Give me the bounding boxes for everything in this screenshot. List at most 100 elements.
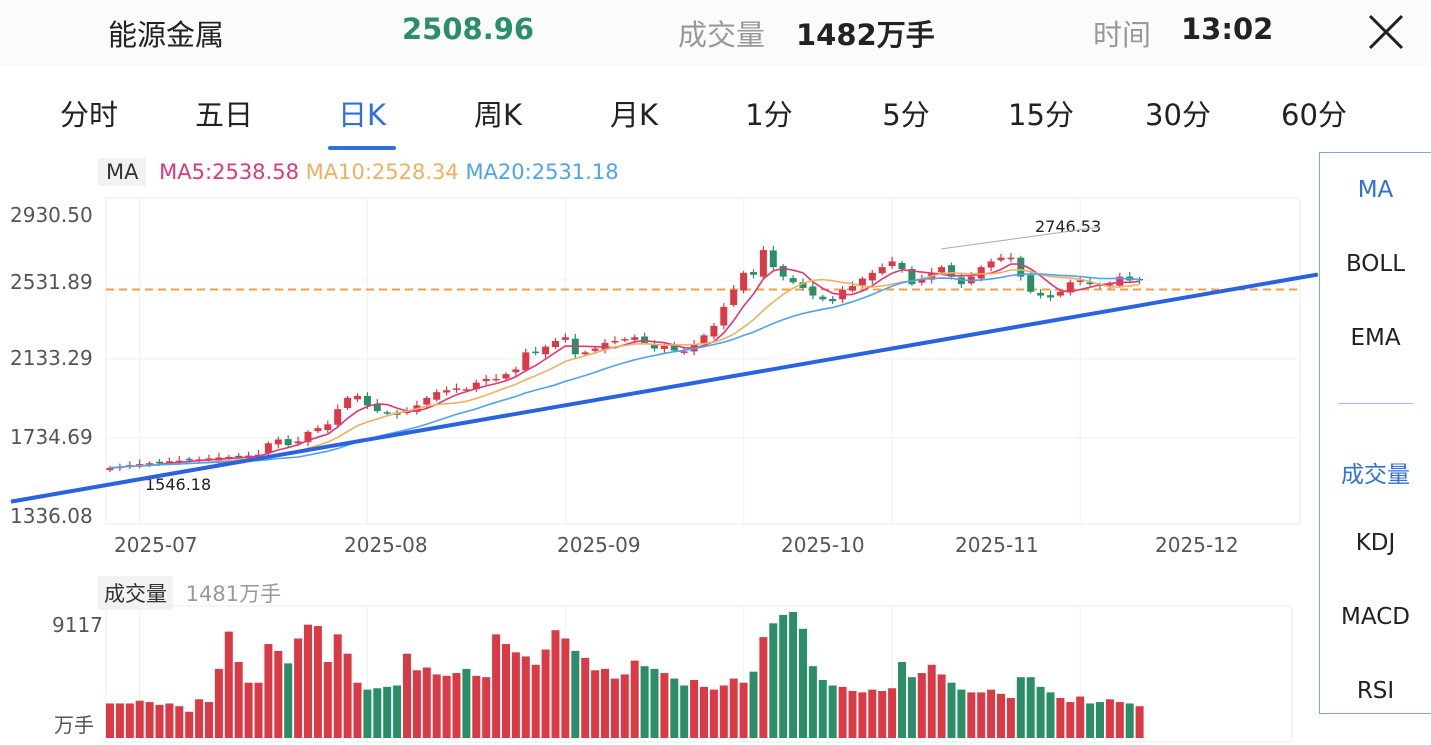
- volume-bar: [848, 691, 857, 738]
- tab-daily-k[interactable]: 日K: [337, 98, 387, 132]
- volume-bar: [729, 678, 738, 738]
- tab-monthly-k[interactable]: 月K: [609, 98, 659, 132]
- volume-bar: [670, 678, 679, 738]
- index-name: 能源金属: [108, 18, 225, 52]
- candle-body: [522, 352, 530, 371]
- tab-30min[interactable]: 30分: [1145, 98, 1211, 132]
- volume-bar: [739, 682, 748, 738]
- candle-body: [750, 272, 757, 275]
- volume-bar: [660, 673, 669, 738]
- volume-bar: [818, 679, 827, 738]
- volume-bar: [254, 682, 263, 738]
- indicator-ma[interactable]: MA: [1357, 177, 1394, 203]
- volume-bar: [323, 661, 332, 738]
- tab-1min[interactable]: 1分: [745, 98, 793, 132]
- volume-bar: [304, 624, 312, 738]
- date-axis-tick: 2025-07: [114, 533, 198, 557]
- ma-legend: MA MA5:2538.58 MA10:2528.34 MA20:2531.18: [98, 158, 619, 188]
- candle-body: [997, 257, 1005, 261]
- ma10-value: MA10:2528.34: [305, 160, 459, 184]
- candle-body: [175, 460, 183, 463]
- indicator-volume[interactable]: 成交量: [1341, 462, 1410, 488]
- close-button[interactable]: [1364, 10, 1408, 54]
- volume-bar: [1056, 697, 1065, 738]
- candle-body: [1086, 282, 1094, 285]
- candle-body: [185, 458, 193, 461]
- volume-bar: [808, 666, 817, 738]
- tab-weekly-k[interactable]: 周K: [473, 98, 523, 132]
- volume-bar: [789, 612, 798, 738]
- candle-body: [274, 439, 282, 445]
- tab-5min[interactable]: 5分: [882, 98, 930, 132]
- ma-tag[interactable]: MA: [98, 158, 147, 186]
- candle-body: [730, 289, 738, 306]
- volume-bar: [511, 652, 520, 738]
- candle-body: [314, 428, 322, 432]
- candle-body: [918, 278, 926, 283]
- volume-bar: [838, 686, 847, 738]
- candle-body: [146, 463, 154, 465]
- volume-bar: [620, 674, 629, 738]
- indicator-divider: [1338, 403, 1413, 404]
- close-icon: [1368, 14, 1404, 50]
- candle-body: [1047, 295, 1054, 298]
- volume-bar: [541, 649, 550, 738]
- volume-bar: [828, 685, 837, 738]
- candle-body: [908, 269, 916, 285]
- candle-body: [304, 431, 312, 443]
- candle-body: [512, 369, 520, 373]
- candle-body: [670, 344, 678, 351]
- volume-bar: [442, 675, 451, 738]
- candle-body: [472, 382, 480, 390]
- ma20-value: MA20:2531.18: [465, 160, 619, 184]
- indicator-ema[interactable]: EMA: [1350, 325, 1401, 351]
- candle-body: [957, 277, 965, 285]
- volume-bar: [195, 699, 204, 738]
- candle-body: [443, 390, 451, 393]
- volume-bar: [1026, 677, 1035, 738]
- volume-bar: [1046, 692, 1055, 738]
- indicator-boll[interactable]: BOLL: [1345, 251, 1406, 277]
- volume-bar: [868, 689, 877, 738]
- volume-axis-unit: 万手: [54, 713, 94, 737]
- volume-bar: [640, 666, 649, 738]
- volume-bar: [591, 670, 600, 738]
- volume-bar: [937, 674, 946, 738]
- volume-bar: [135, 700, 144, 738]
- volume-bar: [422, 667, 431, 738]
- tab-five-day[interactable]: 五日: [194, 98, 254, 132]
- indicator-panel: MA BOLL EMA 成交量 KDJ MACD RSI: [1319, 152, 1431, 714]
- candle-body: [720, 306, 728, 326]
- candle-body: [868, 272, 876, 281]
- volume-axis-tick: 9117: [52, 613, 103, 637]
- candle-body: [284, 439, 292, 446]
- volume-tag[interactable]: 成交量: [98, 576, 173, 610]
- indicator-rsi[interactable]: RSI: [1356, 678, 1395, 704]
- volume-bar: [1115, 702, 1124, 738]
- volume-bar: [234, 661, 243, 738]
- indicator-macd[interactable]: MACD: [1341, 604, 1410, 630]
- candle-body: [1007, 257, 1015, 260]
- tab-intraday[interactable]: 分时: [59, 98, 119, 132]
- candle-body: [829, 298, 837, 302]
- volume-bar: [749, 671, 758, 738]
- candle-body: [542, 346, 550, 355]
- volume-bar: [858, 692, 867, 738]
- volume-bar: [205, 702, 213, 738]
- volume-bar: [630, 660, 639, 738]
- volume-bar: [779, 614, 788, 738]
- volume-bar: [502, 644, 510, 738]
- tab-60min[interactable]: 60分: [1281, 98, 1347, 132]
- volume-bar: [581, 657, 590, 738]
- candle-body: [878, 267, 886, 274]
- candle-body: [492, 378, 500, 381]
- volume-bar: [561, 638, 570, 738]
- volume-bar: [274, 650, 283, 738]
- volume-bar: [759, 637, 768, 738]
- tab-15min[interactable]: 15分: [1008, 98, 1074, 132]
- indicator-kdj[interactable]: KDJ: [1355, 530, 1396, 556]
- volume-bar: [1086, 703, 1095, 738]
- volume-bar: [155, 704, 164, 738]
- volume-bar: [403, 653, 411, 738]
